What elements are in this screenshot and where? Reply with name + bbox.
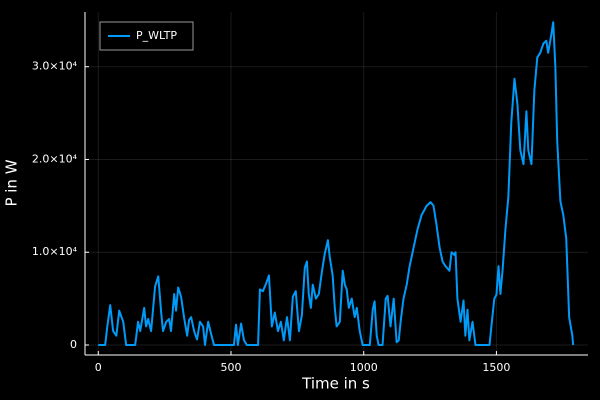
- y-axis-label: P in W: [3, 159, 21, 206]
- x-axis-label: Time in s: [301, 375, 370, 393]
- y-tick-label: 0: [70, 338, 77, 351]
- legend-label: P_WLTP: [136, 29, 177, 42]
- x-tick-label: 0: [95, 361, 102, 374]
- y-tick-label: 2.0×10⁴: [32, 152, 78, 165]
- x-tick-label: 500: [220, 361, 241, 374]
- y-tick-label: 1.0×10⁴: [32, 245, 78, 258]
- x-tick-label: 1500: [482, 361, 510, 374]
- x-tick-label: 1000: [350, 361, 378, 374]
- data-line: [98, 21, 575, 346]
- y-tick-label: 3.0×10⁴: [32, 60, 78, 73]
